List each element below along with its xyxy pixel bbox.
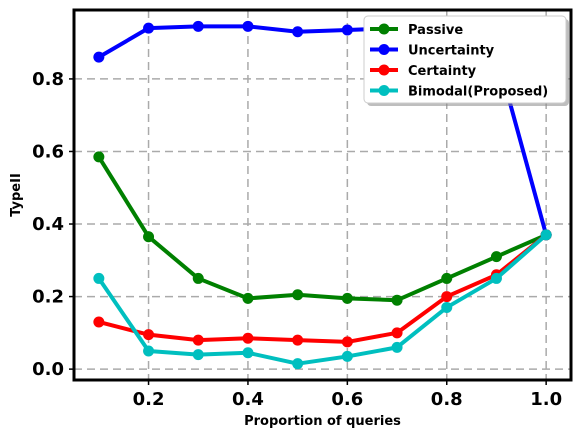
data-point <box>341 292 353 304</box>
data-point <box>192 20 204 32</box>
data-point <box>93 51 105 63</box>
data-point <box>93 316 105 328</box>
data-point <box>341 350 353 362</box>
legend: Passive Uncertainty Certainty Bimodal(Propo… <box>363 15 569 106</box>
legend-marker <box>378 64 390 76</box>
x-axis-ticks: 0.2 0.4 0.6 0.8 1.0 <box>133 380 562 410</box>
series-line <box>98 233 548 344</box>
data-point <box>242 332 254 344</box>
legend-label: Bimodal(Proposed) <box>408 85 548 100</box>
data-point <box>292 289 304 301</box>
data-point <box>341 336 353 348</box>
data-point <box>143 345 155 357</box>
grid-lines <box>74 10 571 380</box>
plot-frame <box>72 8 573 382</box>
x-tick-label: 0.2 <box>133 389 165 410</box>
series-layer <box>93 20 552 370</box>
x-axis-label: Proportion of queries <box>244 414 401 429</box>
data-point <box>242 347 254 359</box>
data-point <box>441 291 453 303</box>
data-point <box>341 24 353 36</box>
data-point <box>391 294 403 306</box>
x-tick-label: 1.0 <box>530 389 562 410</box>
y-tick-label: 0.0 <box>32 359 64 380</box>
y-axis-ticks: 0.0 0.2 0.4 0.6 0.8 <box>32 69 74 380</box>
data-point <box>441 301 453 313</box>
series-line <box>97 155 547 303</box>
y-tick-label: 0.4 <box>32 214 64 235</box>
data-point <box>93 272 105 284</box>
data-point <box>143 231 155 243</box>
data-point <box>490 272 502 284</box>
series-line <box>97 233 548 366</box>
data-point <box>391 327 403 339</box>
x-tick-label: 0.8 <box>431 389 463 410</box>
data-point <box>143 22 155 34</box>
data-point <box>242 292 254 304</box>
y-axis-label: TypeII <box>9 173 24 217</box>
legend-label: Certainty <box>408 64 477 79</box>
data-point <box>292 334 304 346</box>
legend-box <box>363 15 567 104</box>
x-tick-label: 0.4 <box>232 389 264 410</box>
data-point <box>242 20 254 32</box>
legend-label: Passive <box>408 23 463 38</box>
legend-marker <box>378 44 390 55</box>
data-point <box>292 26 304 38</box>
legend-marker <box>378 23 390 35</box>
data-point <box>292 358 304 370</box>
y-tick-label: 0.2 <box>32 287 64 308</box>
x-tick-label: 0.6 <box>331 389 363 410</box>
data-point <box>93 151 105 163</box>
legend-item: Passive <box>370 23 463 38</box>
data-point <box>490 251 502 263</box>
y-tick-label: 0.8 <box>32 69 64 90</box>
data-point <box>441 272 453 284</box>
data-point <box>192 349 204 361</box>
data-point <box>143 329 155 341</box>
legend-label: Uncertainty <box>408 44 495 59</box>
data-point <box>192 334 204 346</box>
data-point <box>391 341 403 353</box>
y-tick-label: 0.6 <box>32 141 64 162</box>
series-bimodal-proposed <box>93 229 552 370</box>
legend-marker <box>378 85 390 96</box>
data-point <box>192 272 204 284</box>
legend-item: Uncertainty <box>370 44 495 59</box>
legend-item: Bimodal(Proposed) <box>370 85 548 100</box>
legend-item: Certainty <box>370 64 477 79</box>
data-point <box>540 229 552 241</box>
